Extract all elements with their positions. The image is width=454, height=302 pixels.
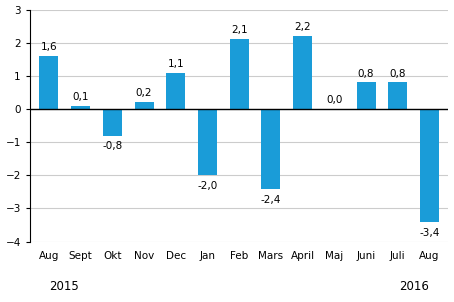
Text: 0,1: 0,1 (73, 92, 89, 102)
Bar (293, 36, 312, 109)
Text: 2016: 2016 (400, 281, 429, 294)
Bar (166, 72, 185, 109)
Text: 2,1: 2,1 (231, 25, 247, 35)
Text: -3,4: -3,4 (419, 228, 439, 238)
Bar (420, 109, 439, 222)
Text: 2,2: 2,2 (294, 22, 311, 32)
Text: 1,1: 1,1 (168, 59, 184, 69)
Text: 0,0: 0,0 (326, 95, 342, 105)
Text: -2,0: -2,0 (197, 181, 217, 191)
Bar (230, 39, 249, 109)
Bar (39, 56, 59, 109)
Text: 2015: 2015 (49, 281, 79, 294)
Text: 0,8: 0,8 (390, 69, 406, 79)
Bar (103, 109, 122, 136)
Bar (198, 109, 217, 175)
Bar (262, 109, 281, 188)
Bar (356, 82, 375, 109)
Bar (134, 102, 153, 109)
Text: -0,8: -0,8 (102, 142, 123, 152)
Text: 0,2: 0,2 (136, 88, 153, 98)
Text: 1,6: 1,6 (41, 42, 57, 52)
Bar (388, 82, 407, 109)
Text: -2,4: -2,4 (261, 194, 281, 204)
Bar (71, 106, 90, 109)
Text: 0,8: 0,8 (358, 69, 374, 79)
